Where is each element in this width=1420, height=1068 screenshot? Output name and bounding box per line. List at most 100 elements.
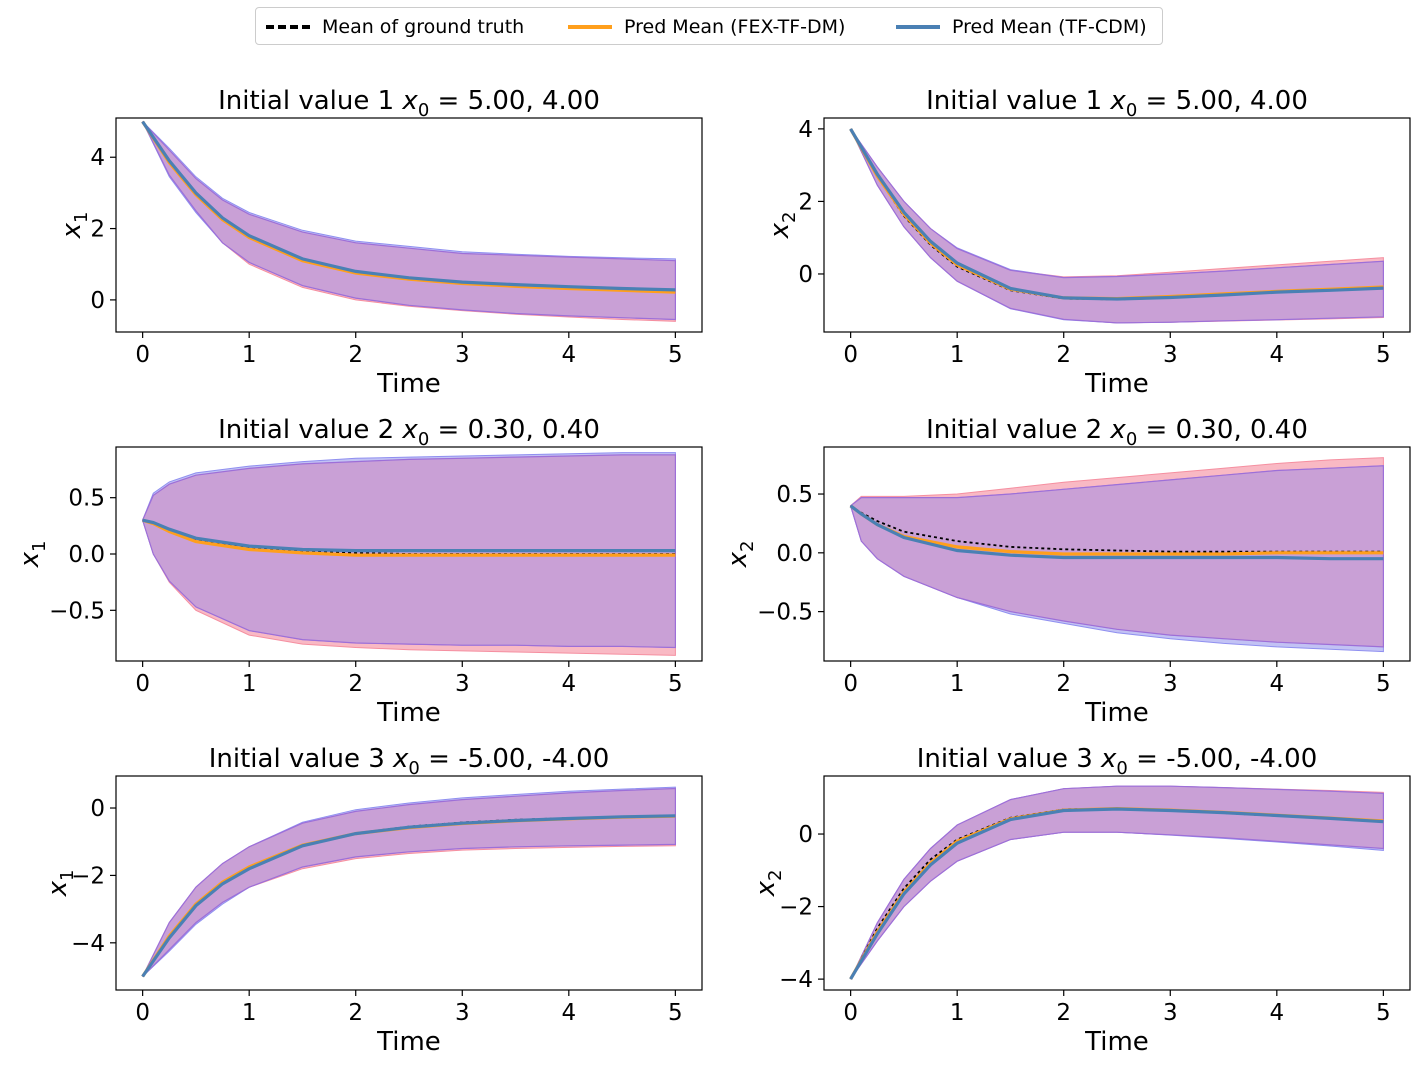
x-tick-label: 0 [843,342,858,368]
axes-frame [115,775,703,991]
x-tick-label: 5 [1376,342,1391,368]
x-tick-label: 2 [348,342,363,368]
subplot-title: Initial value 1 x0 = 5.00, 4.00 [218,86,600,121]
legend-swatch-ground-truth [266,25,310,29]
legend-swatch-cdm [896,25,940,29]
y-axis-label-base: x [751,880,781,897]
axes-frame [823,446,1411,662]
y-axis-label-sub: 1 [57,870,78,881]
title-x: x [1109,415,1126,445]
y-tick-label: 0 [90,288,105,314]
y-tick-label: 0.5 [776,482,813,508]
y-axis-label-sub: 2 [737,541,758,552]
x-tick-label: 2 [1056,1000,1071,1026]
line-cdm-mean [849,807,1384,980]
title-sub: 0 [418,429,429,450]
legend-label-ground-truth: Mean of ground truth [322,16,525,38]
x-tick-label: 3 [455,342,470,368]
axes-frame [823,775,1411,991]
y-axis-label-sub: 1 [29,541,50,552]
legend-swatch-fex [568,25,612,29]
title-sub: 0 [1126,429,1137,450]
y-tick-label: 4 [798,117,813,143]
line-cdm-mean [142,518,676,553]
legend: Mean of ground truth Pred Mean (FEX-TF-D… [255,7,1163,45]
y-axis-label: x1 [15,541,50,569]
x-axis-label: Time [376,1027,441,1057]
y-tick-label: 4 [90,145,105,171]
legend-label-fex: Pred Mean (FEX-TF-DM) [624,16,846,38]
y-tick-label: −4 [779,967,813,993]
x-tick-label: 2 [348,1000,363,1026]
axes-frame [823,117,1411,333]
x-tick-label: 3 [1163,342,1178,368]
x-tick-label: 4 [561,671,576,697]
title-prefix: Initial value 1 [218,86,402,116]
subplot-title: Initial value 2 x0 = 0.30, 0.40 [926,415,1308,450]
line-ground-truth-mean [142,519,676,555]
x-tick-label: 5 [1376,1000,1391,1026]
y-tick-label: 0.0 [68,542,105,568]
x-tick-label: 0 [135,671,150,697]
y-tick-label: 0.0 [776,541,813,567]
x-tick-label: 5 [668,671,683,697]
legend-item-cdm: Pred Mean (TF-CDM) [896,16,1147,38]
x-tick-label: 0 [135,342,150,368]
y-tick-label: 0 [90,796,105,822]
x-tick-label: 2 [1056,342,1071,368]
x-tick-label: 1 [242,342,257,368]
x-tick-label: 5 [668,1000,683,1026]
title-suffix: = -5.00, -4.00 [1128,744,1317,774]
y-axis-label: x2 [723,541,758,569]
y-axis-label-base: x [765,222,795,239]
plot-area [141,786,676,978]
x-tick-label: 2 [1056,671,1071,697]
x-axis-label: Time [376,698,441,728]
y-axis-label: x1 [43,870,78,898]
x-tick-label: 3 [1163,1000,1178,1026]
y-axis-label-base: x [15,551,45,568]
x-axis-label: Time [1084,369,1149,399]
title-x: x [1109,86,1126,116]
x-tick-label: 4 [561,1000,576,1026]
x-tick-label: 3 [455,1000,470,1026]
title-x: x [401,86,418,116]
y-axis-label-base: x [57,222,87,239]
band-overlap [142,121,676,321]
x-axis-label: Time [376,369,441,399]
line-cdm-mean [141,814,676,978]
title-prefix: Initial value 3 [209,744,393,774]
x-axis-label: Time [1084,698,1149,728]
y-axis-label-sub: 1 [71,212,92,223]
y-tick-label: −4 [71,931,105,957]
title-sub: 0 [1116,758,1127,779]
subplot-title: Initial value 3 x0 = -5.00, -4.00 [209,744,610,779]
plot-area [849,128,1384,324]
x-tick-label: 1 [950,1000,965,1026]
x-tick-label: 4 [1269,1000,1284,1026]
x-tick-label: 0 [843,671,858,697]
legend-item-fex: Pred Mean (FEX-TF-DM) [568,16,845,38]
line-cdm-mean [849,504,1384,561]
band-overlap [850,128,1384,324]
title-prefix: Initial value 2 [218,415,402,445]
subplot-title: Initial value 1 x0 = 5.00, 4.00 [926,86,1308,121]
title-sub: 0 [418,100,429,121]
y-tick-label: −2 [71,863,105,889]
title-prefix: Initial value 1 [926,86,1110,116]
x-tick-label: 5 [1376,671,1391,697]
x-tick-label: 3 [455,671,470,697]
x-tick-label: 4 [1269,342,1284,368]
plot-area [849,785,1384,980]
y-axis-label-base: x [723,551,753,568]
y-tick-label: 2 [798,189,813,215]
y-axis-label-base: x [43,880,73,897]
y-axis-label: x2 [765,212,800,240]
y-axis-label: x1 [57,212,92,240]
y-tick-label: 0 [798,262,813,288]
